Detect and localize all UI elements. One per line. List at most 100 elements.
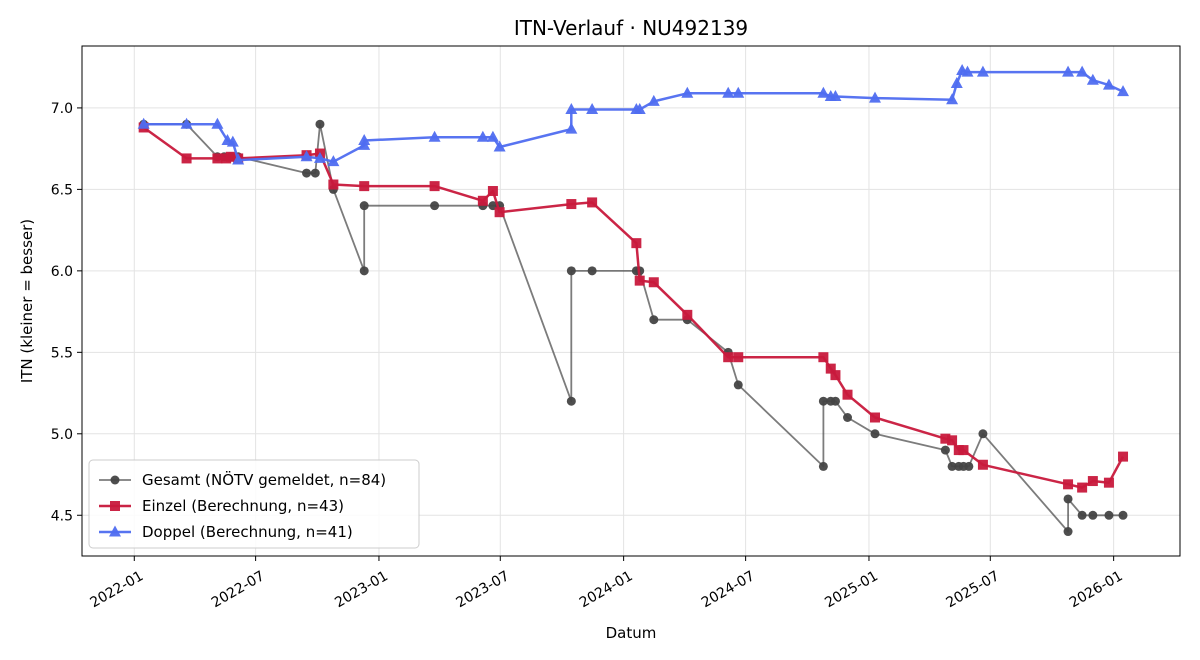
data-point [587, 197, 598, 208]
data-point [946, 93, 959, 105]
data-point [950, 76, 963, 88]
x-tick-label: 2025-07 [944, 568, 1003, 611]
data-point [180, 117, 193, 129]
data-point [940, 433, 951, 444]
x-tick-label: 2022-01 [88, 568, 147, 611]
data-point [137, 117, 150, 129]
x-axis: 2022-01 2022-07 2023-01 2023-07 2024-01 2024-… [88, 556, 1126, 611]
data-point [940, 445, 950, 455]
data-point [870, 429, 880, 439]
data-point [486, 130, 499, 142]
legend-entry: Doppel (Berechnung, n=41) [142, 523, 353, 541]
data-point [1077, 482, 1088, 493]
y-tick-label: 6.5 [51, 182, 73, 198]
data-point [328, 179, 339, 190]
data-point [977, 459, 988, 470]
y-tick-label: 4.5 [51, 508, 73, 524]
data-point [226, 135, 239, 147]
data-point [818, 352, 829, 363]
legend-entry: Gesamt (NÖTV gemeldet, n=84) [142, 470, 386, 489]
data-point [1104, 510, 1114, 520]
data-point [829, 90, 842, 102]
x-tick-label: 2025-01 [822, 568, 881, 611]
data-point [723, 352, 734, 363]
data-point [976, 65, 989, 77]
data-point [566, 396, 576, 406]
data-point [477, 195, 488, 206]
x-tick-label: 2022-07 [209, 568, 268, 611]
data-point [181, 153, 192, 164]
data-point [1088, 510, 1098, 520]
data-point [681, 86, 694, 98]
data-point [830, 396, 840, 406]
data-point [1118, 451, 1129, 462]
x-tick-label: 2026-01 [1067, 568, 1126, 611]
x-tick-label: 2023-01 [332, 568, 391, 611]
data-point [958, 445, 969, 456]
x-tick-label: 2023-07 [454, 568, 513, 611]
data-point [313, 151, 326, 163]
data-point [1117, 85, 1130, 97]
data-point [1077, 510, 1087, 520]
data-point [1103, 477, 1114, 488]
data-point [359, 181, 370, 192]
data-point [1076, 65, 1089, 77]
data-point [647, 94, 660, 106]
data-point [843, 413, 853, 423]
y-axis: 4.5 5.0 5.5 6.0 6.5 7.0 [51, 101, 82, 524]
data-point [818, 461, 828, 471]
data-point [842, 389, 853, 400]
data-point [631, 238, 642, 249]
data-point [476, 130, 489, 142]
data-point [732, 86, 745, 98]
data-point [358, 134, 371, 146]
data-point [649, 315, 659, 325]
series-line [143, 69, 1124, 163]
data-point [565, 103, 578, 115]
data-point [587, 266, 597, 276]
data-point [633, 103, 646, 115]
data-point [947, 435, 958, 446]
data-point [869, 91, 881, 103]
series-2 [138, 122, 1129, 493]
data-point [964, 461, 974, 471]
data-point [430, 201, 440, 211]
data-point [359, 266, 369, 276]
data-point [327, 155, 340, 167]
x-tick-label: 2024-01 [577, 568, 636, 611]
y-tick-label: 5.5 [51, 345, 73, 361]
data-point [310, 168, 320, 178]
data-point [1063, 494, 1073, 504]
data-point [1086, 73, 1099, 85]
data-point [565, 122, 578, 134]
data-point [733, 352, 744, 363]
data-point [359, 201, 369, 211]
data-point [682, 309, 693, 320]
data-point [1118, 510, 1128, 520]
data-point [648, 277, 659, 288]
data-point [566, 199, 577, 210]
data-point [947, 461, 957, 471]
legend-box [88, 459, 420, 549]
data-point [302, 168, 312, 178]
data-point [733, 380, 743, 390]
data-point [818, 396, 828, 406]
data-point [634, 275, 645, 286]
y-tick-label: 6.0 [51, 264, 73, 280]
data-point [232, 153, 245, 165]
legend-marker [109, 525, 121, 537]
data-point [315, 119, 325, 129]
data-point [586, 103, 599, 115]
data-point [722, 86, 735, 98]
data-point [566, 266, 576, 276]
y-tick-label: 5.0 [51, 427, 73, 443]
data-point [1063, 479, 1074, 490]
data-point [429, 181, 440, 192]
data-point [487, 186, 498, 197]
legend-entry: Einzel (Berechnung, n=43) [142, 497, 344, 515]
series-3 [137, 63, 1130, 167]
data-point [870, 412, 880, 423]
y-axis-label: ITN (kleiner = besser) [18, 219, 36, 383]
data-point [212, 153, 223, 164]
